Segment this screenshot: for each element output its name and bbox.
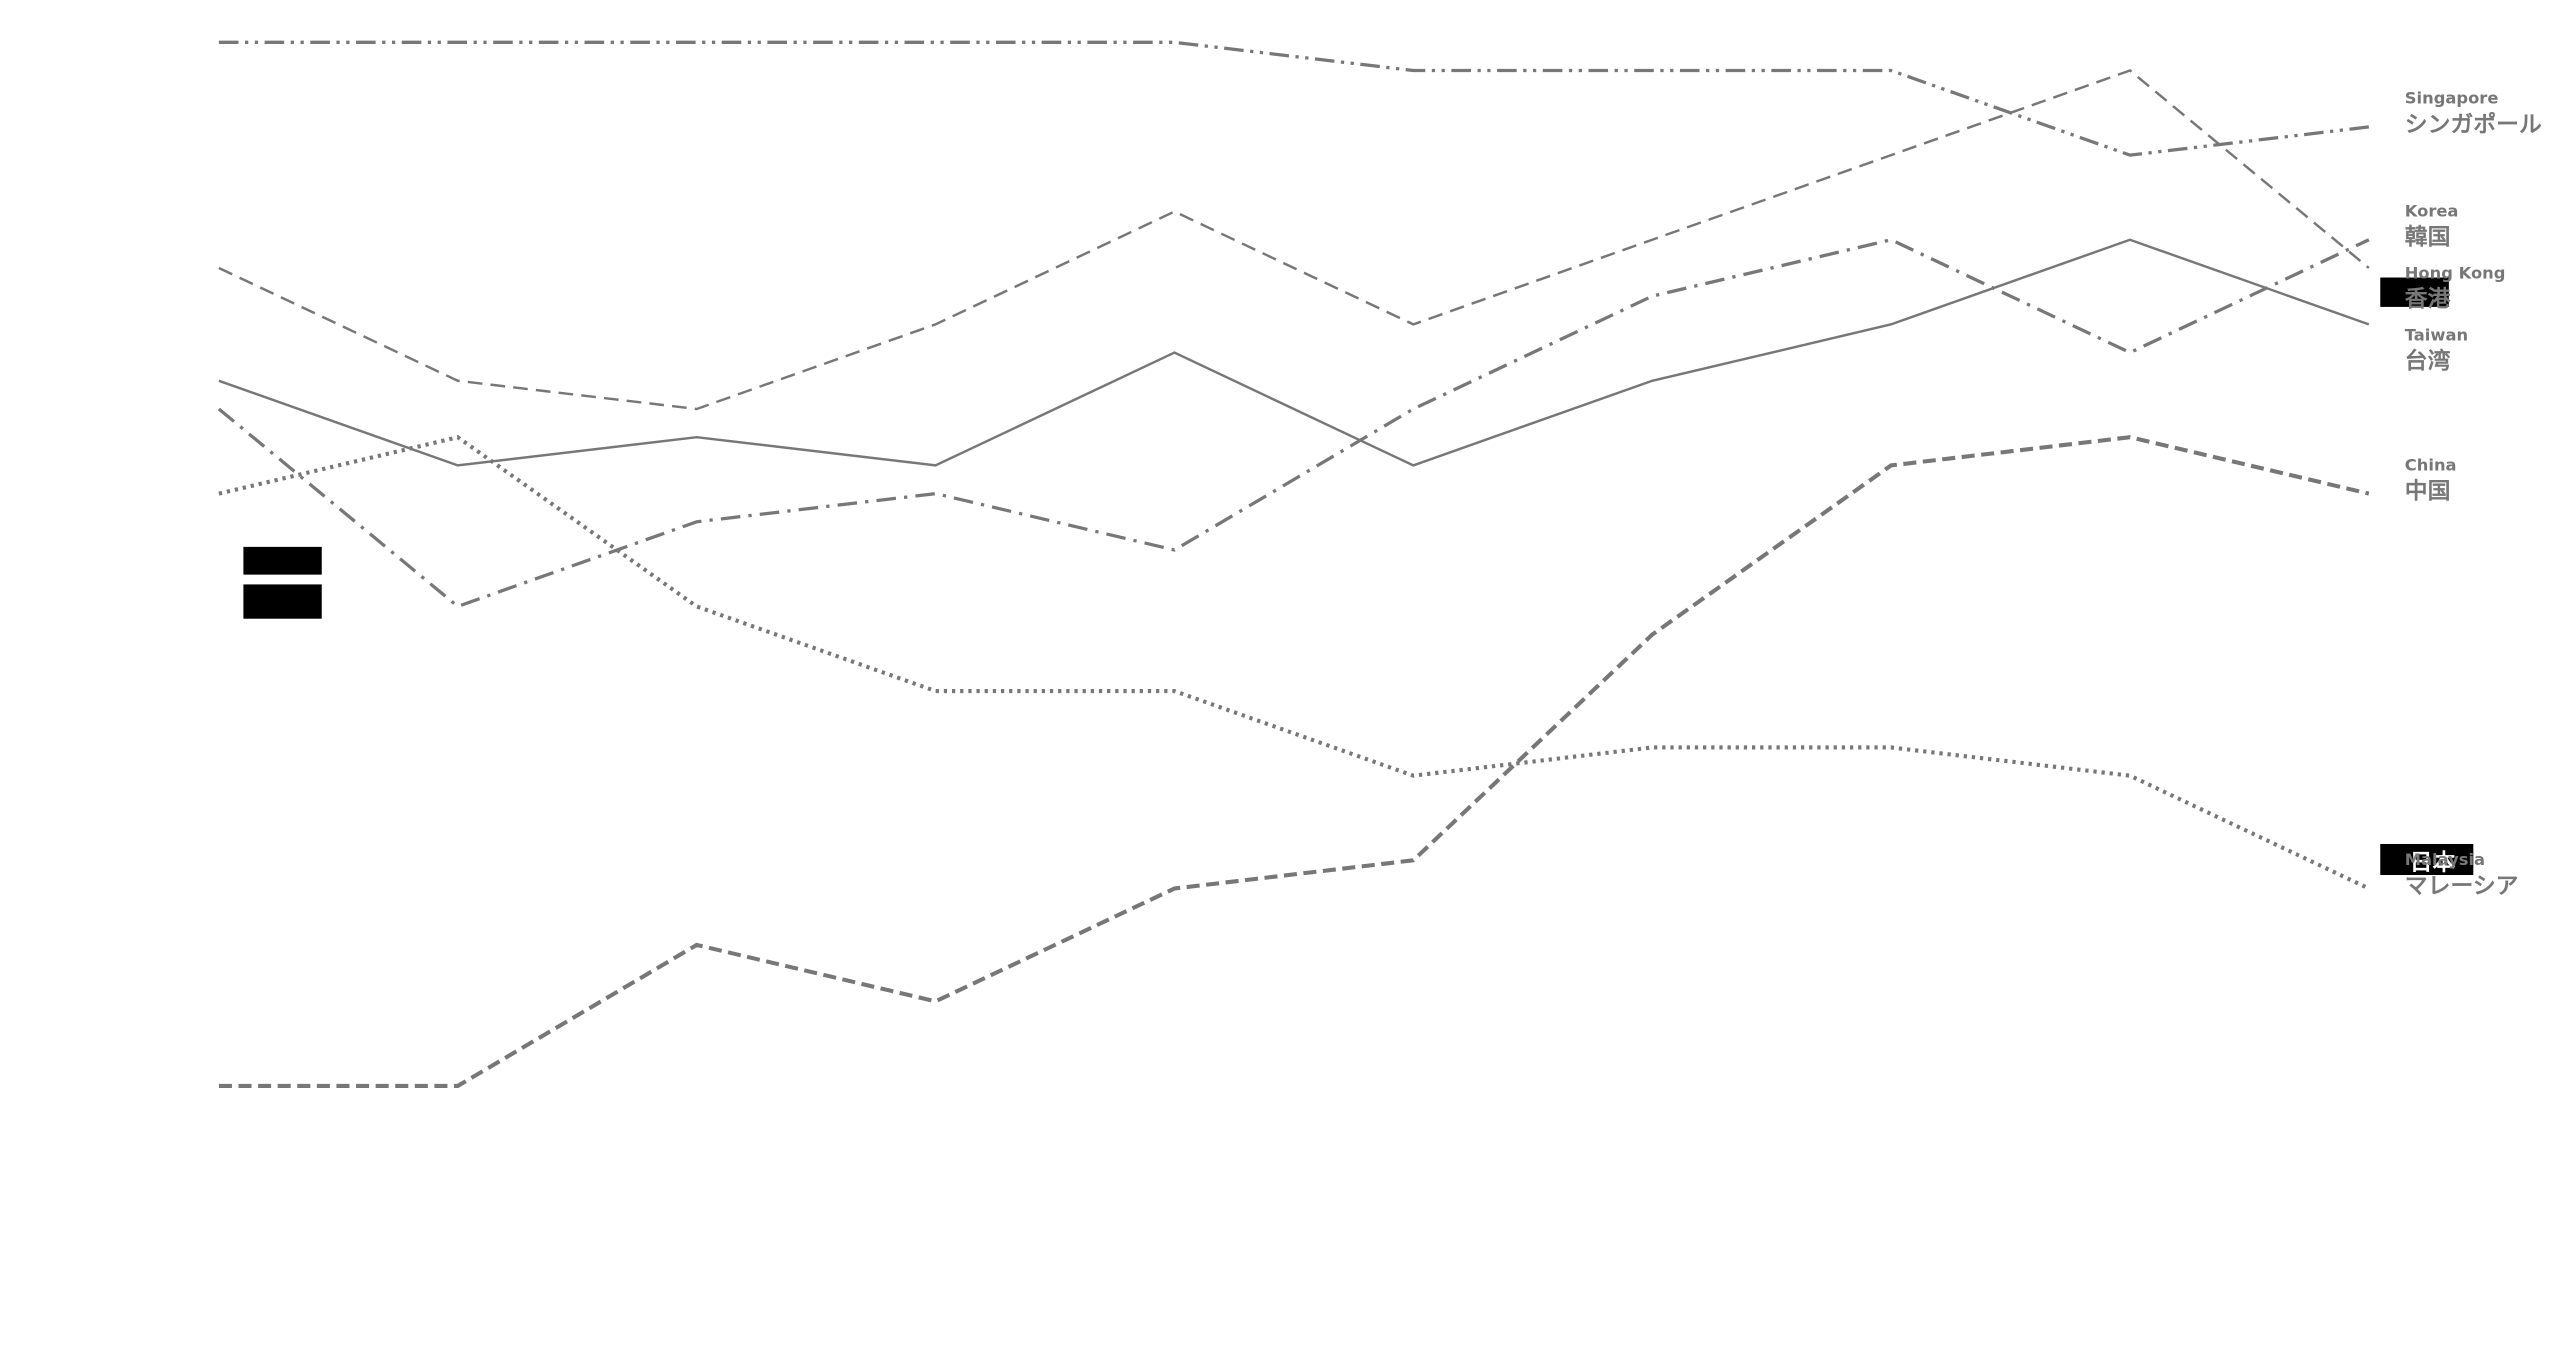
series-line: [218, 238, 2370, 467]
legend-label-en: Taiwan: [2405, 326, 2468, 345]
legend-label-ja: 台湾: [2405, 348, 2451, 375]
series-line: [218, 69, 2370, 411]
legend-label-ja: 中国: [2405, 478, 2451, 504]
legend-label-en: Korea: [2405, 202, 2459, 221]
series-line: [218, 40, 2370, 157]
series-line: [218, 434, 2370, 891]
series-line: [217, 238, 2370, 609]
redaction: [243, 584, 322, 619]
redaction: [243, 546, 322, 575]
hidden-label: 日本: [2410, 850, 2456, 876]
legend-label-ja: 韓国: [2405, 224, 2451, 251]
redaction: [2380, 277, 2449, 307]
legend-label-en: Hong Kong: [2405, 264, 2506, 283]
series-line: [218, 435, 2370, 1088]
legend-label-ja: 香港: [2405, 287, 2452, 313]
redaction: [2380, 843, 2474, 875]
legend-label-ja: マレーシア: [2405, 873, 2519, 899]
legend-label-en: Malaysia: [2405, 850, 2485, 869]
legend-label-en: Singapore: [2405, 89, 2499, 108]
legend-label-en: China: [2405, 455, 2457, 474]
legend-label-ja: シンガポール: [2405, 111, 2542, 138]
